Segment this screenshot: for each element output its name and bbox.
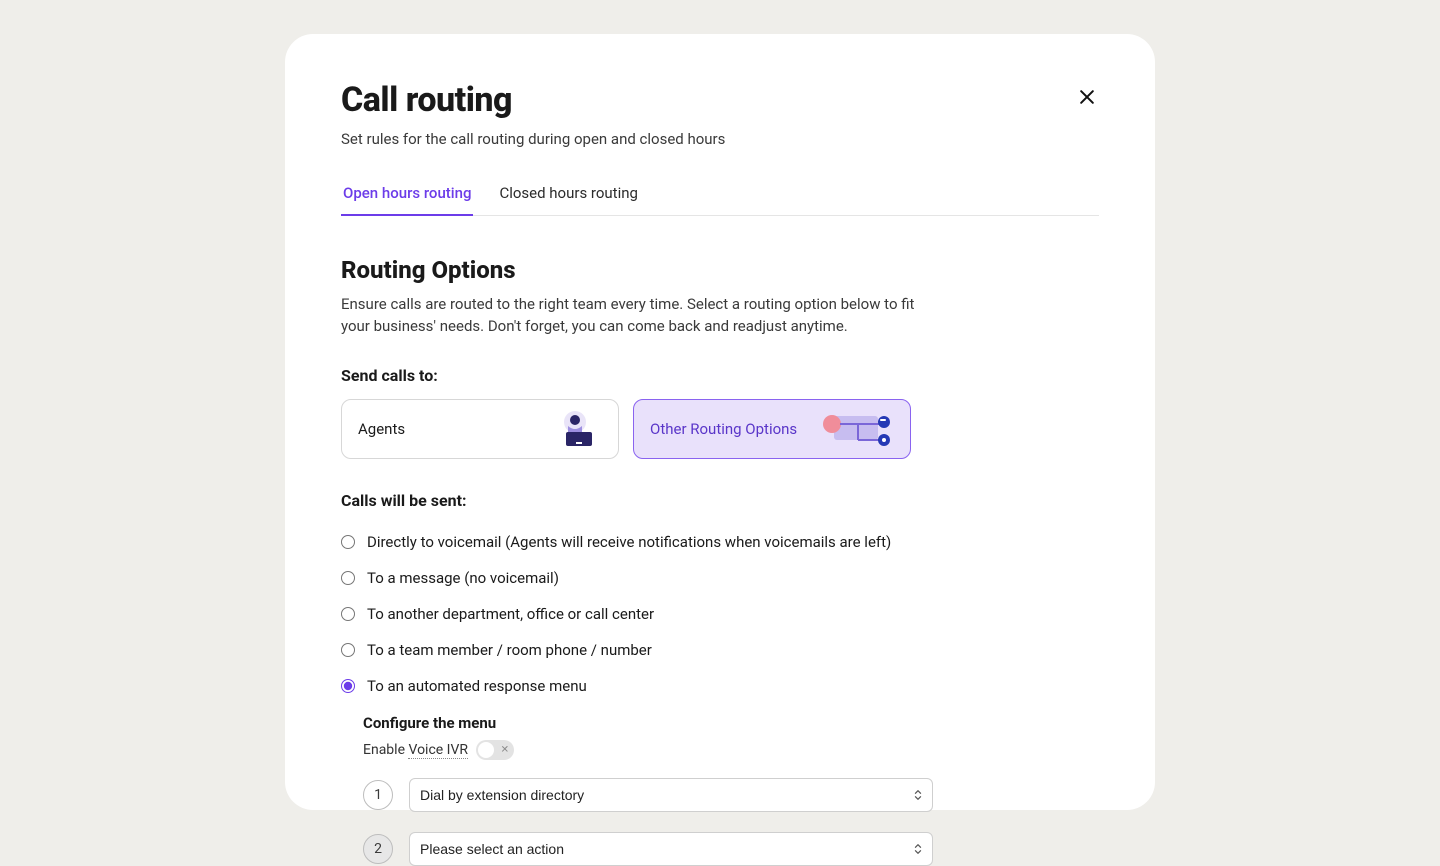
radio-voicemail[interactable]: Directly to voicemail (Agents will recei… xyxy=(341,524,1099,560)
radio-automated-input[interactable] xyxy=(341,679,355,693)
call-routing-modal: Call routing Set rules for the call rout… xyxy=(285,34,1155,810)
calls-sent-radio-group: Directly to voicemail (Agents will recei… xyxy=(341,524,1099,704)
step-circle-1: 1 xyxy=(363,780,393,810)
step-circle-2: 2 xyxy=(363,834,393,864)
voice-ivr-label-term: Voice IVR xyxy=(408,742,468,759)
configure-menu-title: Configure the menu xyxy=(363,714,1099,732)
menu-row-1: 1 Dial by extension directory xyxy=(363,778,1099,812)
radio-message-input[interactable] xyxy=(341,571,355,585)
radio-member-label: To a team member / room phone / number xyxy=(367,641,652,659)
routing-options-title: Routing Options xyxy=(341,256,1099,284)
toggle-off-icon: ✕ xyxy=(501,744,509,755)
radio-message[interactable]: To a message (no voicemail) xyxy=(341,560,1099,596)
menu-select-1-wrap: Dial by extension directory xyxy=(409,778,933,812)
calls-sent-label: Calls will be sent: xyxy=(341,491,1099,510)
modal-subtitle: Set rules for the call routing during op… xyxy=(341,130,1099,148)
close-icon xyxy=(1077,87,1097,110)
send-calls-option-other-label: Other Routing Options xyxy=(650,420,797,438)
voice-ivr-label-prefix: Enable xyxy=(363,742,408,758)
radio-department-label: To another department, office or call ce… xyxy=(367,605,654,623)
send-calls-option-other[interactable]: Other Routing Options xyxy=(633,399,911,459)
send-calls-option-agents-label: Agents xyxy=(358,420,405,438)
radio-member-input[interactable] xyxy=(341,643,355,657)
radio-automated-label: To an automated response menu xyxy=(367,677,587,695)
toggle-knob xyxy=(478,742,494,758)
tab-closed-hours[interactable]: Closed hours routing xyxy=(497,174,640,216)
radio-department[interactable]: To another department, office or call ce… xyxy=(341,596,1099,632)
send-calls-options: Agents Other Routing Options xyxy=(341,399,1099,459)
tab-open-hours[interactable]: Open hours routing xyxy=(341,174,473,216)
voice-ivr-label: Enable Voice IVR xyxy=(363,742,468,758)
radio-member[interactable]: To a team member / room phone / number xyxy=(341,632,1099,668)
radio-voicemail-label: Directly to voicemail (Agents will recei… xyxy=(367,533,891,551)
voice-ivr-toggle[interactable]: ✕ xyxy=(476,740,514,760)
voice-ivr-toggle-row: Enable Voice IVR ✕ xyxy=(363,740,1099,760)
modal-header: Call routing Set rules for the call rout… xyxy=(341,80,1099,148)
agents-illustration-icon xyxy=(548,410,602,448)
tabs: Open hours routing Closed hours routing xyxy=(341,174,1099,216)
routing-illustration-icon xyxy=(818,410,894,448)
menu-select-1[interactable]: Dial by extension directory xyxy=(409,778,933,812)
menu-select-2-wrap: Please select an action xyxy=(409,832,933,866)
menu-row-2: 2 Please select an action xyxy=(363,832,1099,866)
radio-message-label: To a message (no voicemail) xyxy=(367,569,559,587)
send-calls-option-agents[interactable]: Agents xyxy=(341,399,619,459)
routing-options-description: Ensure calls are routed to the right tea… xyxy=(341,294,921,338)
radio-voicemail-input[interactable] xyxy=(341,535,355,549)
modal-title: Call routing xyxy=(341,80,1099,120)
close-button[interactable] xyxy=(1069,80,1105,116)
send-calls-label: Send calls to: xyxy=(341,366,1099,385)
menu-select-2[interactable]: Please select an action xyxy=(409,832,933,866)
menu-rows: 1 Dial by extension directory 2 Please s… xyxy=(363,778,1099,866)
radio-department-input[interactable] xyxy=(341,607,355,621)
configure-menu-block: Configure the menu Enable Voice IVR ✕ 1 … xyxy=(363,714,1099,866)
radio-automated[interactable]: To an automated response menu xyxy=(341,668,1099,704)
